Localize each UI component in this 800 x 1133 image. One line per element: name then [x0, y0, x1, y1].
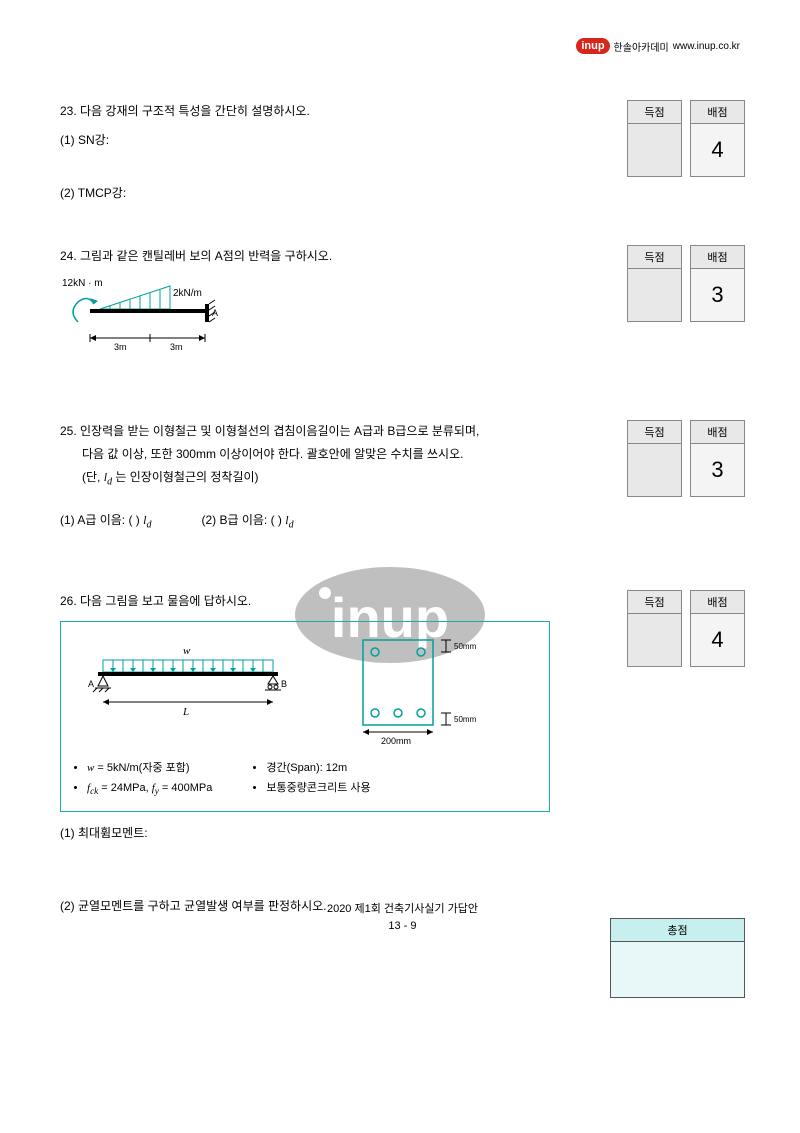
q25-line2: 다음 값 이상, 또한 300mm 이상이어야 한다. 괄호안에 알맞은 수치를…	[60, 443, 550, 466]
total-score-value	[611, 942, 744, 997]
score-allotted-label: 배점	[691, 591, 744, 614]
svg-text:3m: 3m	[114, 342, 127, 352]
q23-prompt: 23. 다음 강재의 구조적 특성을 간단히 설명하시오.	[60, 100, 550, 123]
question-26: 26. 다음 그림을 보고 물음에 답하시오. w A B	[60, 590, 745, 918]
q26-prompt: 26. 다음 그림을 보고 물음에 답하시오.	[60, 590, 580, 613]
q26-beam-diagram: w A B L	[73, 642, 303, 737]
score-allotted-label: 배점	[691, 101, 744, 124]
score-allotted-value: 3	[691, 269, 744, 321]
score-allotted-box: 배점 3	[690, 245, 745, 322]
q26-info-right: 경간(Span): 12m 보통중량콘크리트 사용	[252, 759, 370, 799]
footer-page: 13 - 9	[60, 918, 745, 936]
score-earned-label: 득점	[628, 591, 681, 614]
score-earned-label: 득점	[628, 101, 681, 124]
q25-line3: (단, ld 는 인장이형철근의 정착길이)	[60, 466, 550, 491]
score-earned-label: 득점	[628, 246, 681, 269]
score-allotted-label: 배점	[691, 246, 744, 269]
score-allotted-value: 3	[691, 444, 744, 496]
score-earned-label: 득점	[628, 421, 681, 444]
page-footer: 2020 제1회 건축기사실기 가답안 13 - 9	[60, 901, 745, 936]
q26-sub1: (1) 최대휨모멘트:	[60, 822, 580, 845]
svg-text:A: A	[212, 308, 218, 318]
q26-diagram-box: w A B L	[60, 621, 550, 812]
q23-sub2: (2) TMCP강:	[60, 182, 550, 205]
svg-text:w: w	[183, 645, 191, 657]
score-allotted-box: 배점 3	[690, 420, 745, 497]
svg-text:A: A	[88, 679, 94, 689]
score-allotted-label: 배점	[691, 421, 744, 444]
score-earned-value	[628, 614, 681, 666]
q26-info-left: w = 5kN/m(자중 포함) fck = 24MPa, fy = 400MP…	[73, 759, 212, 799]
svg-text:200mm: 200mm	[381, 736, 411, 746]
q26-section-diagram: 50mm 50mm 200mm	[333, 632, 513, 747]
score-earned-value	[628, 444, 681, 496]
logo-badge: inup	[576, 38, 609, 54]
q25-sub2: (2) B급 이음: ( ) ld	[201, 509, 293, 534]
brand-url: www.inup.co.kr	[673, 41, 740, 52]
score-allotted-value: 4	[691, 614, 744, 666]
q25-line1: 25. 인장력을 받는 이형철근 및 이형철선의 겹침이음길이는 A급과 B급으…	[60, 420, 550, 443]
question-23: 23. 다음 강재의 구조적 특성을 간단히 설명하시오. (1) SN강: (…	[60, 100, 745, 210]
svg-text:50mm: 50mm	[454, 642, 477, 651]
page-header: inup 한솔아카데미 www.inup.co.kr	[576, 38, 740, 54]
score-earned-value	[628, 269, 681, 321]
q24-prompt: 24. 그림과 같은 캔틸레버 보의 A점의 반력을 구하시오.	[60, 245, 550, 268]
q24-beam-diagram: 12kN · m 2kN/m	[60, 274, 550, 372]
score-earned-box: 득점	[627, 100, 682, 177]
svg-text:12kN · m: 12kN · m	[62, 278, 103, 289]
q25-sub1: (1) A급 이음: ( ) ld	[60, 509, 151, 534]
score-allotted-box: 배점 4	[690, 100, 745, 177]
score-allotted-box: 배점 4	[690, 590, 745, 667]
score-earned-value	[628, 124, 681, 176]
score-earned-box: 득점	[627, 245, 682, 322]
question-24: 24. 그림과 같은 캔틸레버 보의 A점의 반력을 구하시오. 12kN · …	[60, 245, 745, 375]
score-allotted-value: 4	[691, 124, 744, 176]
question-25: 25. 인장력을 받는 이형철근 및 이형철선의 겹침이음길이는 A급과 B급으…	[60, 420, 745, 550]
brand-name: 한솔아카데미	[614, 39, 669, 54]
svg-text:L: L	[182, 706, 189, 718]
footer-title: 2020 제1회 건축기사실기 가답안	[60, 901, 745, 919]
score-earned-box: 득점	[627, 420, 682, 497]
svg-text:2kN/m: 2kN/m	[173, 288, 202, 299]
svg-text:50mm: 50mm	[454, 715, 477, 724]
q23-sub1: (1) SN강:	[60, 129, 550, 152]
svg-text:B: B	[281, 679, 287, 689]
svg-text:3m: 3m	[170, 342, 183, 352]
score-earned-box: 득점	[627, 590, 682, 667]
